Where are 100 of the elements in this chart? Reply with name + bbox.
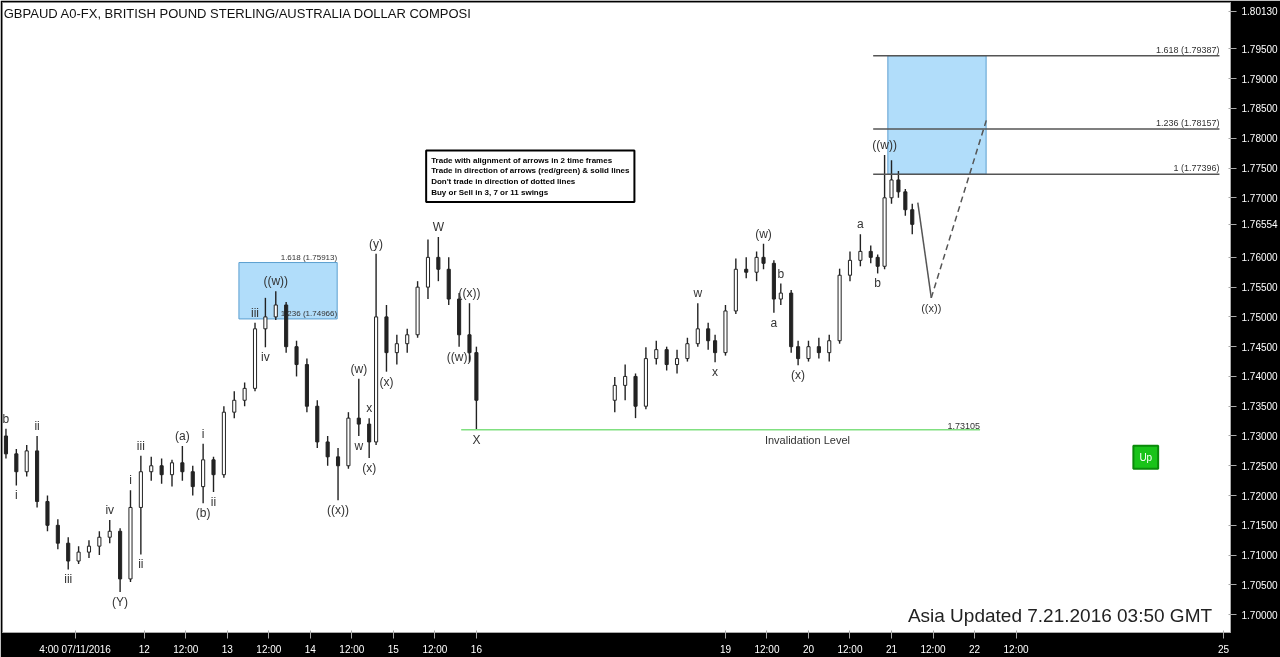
annotation: b <box>777 266 785 281</box>
y-tick-label: 1.79000 <box>1241 73 1279 85</box>
y-tick-label: 1.71000 <box>1241 550 1279 562</box>
y-tick-label: 1.72000 <box>1241 490 1279 502</box>
annotation: 1.236 (1.78157) <box>1155 117 1220 128</box>
candlestick <box>754 250 759 282</box>
candlestick <box>713 334 718 363</box>
annotation: Asia Updated 7.21.2016 03:50 GMT <box>907 605 1213 627</box>
y-tick-label: 1.70000 <box>1241 609 1279 621</box>
annotation: 1.618 (1.79387) <box>1155 44 1220 55</box>
x-tick-label: 12:00 <box>173 643 199 655</box>
candlestick <box>816 337 821 360</box>
annotation: 1.618 (1.75913) <box>280 252 338 262</box>
candlestick <box>654 340 659 366</box>
candlestick <box>706 322 711 351</box>
candlestick <box>169 459 175 488</box>
y-tick-label: 1.79500 <box>1241 43 1279 55</box>
candlestick <box>896 170 901 199</box>
candlestick <box>294 340 299 378</box>
annotation: Invalidation Level <box>764 433 850 446</box>
annotation: b <box>874 276 882 291</box>
annotation: (x) <box>791 368 806 383</box>
candlestick <box>436 236 441 282</box>
x-tick-label: 12:00 <box>256 643 282 655</box>
candlestick <box>66 536 71 571</box>
candlestick <box>910 203 915 235</box>
x-tick-label: 22 <box>968 643 981 655</box>
annotation: Trade with alignment of arrows in 2 time frames Trade in direction of arrows (red/green) & solid lines Don't trade in direction of dotted lines Buy or Sell in 3, 7 or 11 swings <box>431 155 630 197</box>
candlestick <box>14 448 19 487</box>
candlestick <box>325 435 330 467</box>
annotation: a <box>857 217 865 232</box>
annotation: X <box>472 432 481 447</box>
chart-title: GBPAUD A0-FX, BRITISH POUND STERLING/AUSTRALIA DOLLAR COMPOSI <box>3 5 471 21</box>
annotation: w <box>692 286 703 301</box>
annotation: (Y) <box>112 595 129 610</box>
x-tick-label: 20 <box>802 643 815 655</box>
annotation: 1 (1.77396) <box>1173 163 1220 174</box>
candlestick <box>3 428 9 460</box>
candlestick <box>858 233 863 267</box>
annotation: ii <box>210 494 217 509</box>
candlestick <box>211 456 216 493</box>
y-tick-label: 1.70500 <box>1241 579 1279 591</box>
candlestick <box>356 378 361 437</box>
candlestick <box>612 376 617 413</box>
candlestick <box>744 256 749 279</box>
x-tick-label: 19 <box>719 643 732 655</box>
x-tick-label: 12:00 <box>422 643 448 655</box>
candlestick <box>405 328 410 354</box>
x-tick-label: 12:00 <box>920 643 946 655</box>
annotation: x <box>712 365 719 380</box>
candlestick <box>149 456 154 482</box>
candlestick <box>685 337 690 363</box>
annotation: iv <box>261 350 270 365</box>
annotation: ii <box>138 557 144 572</box>
x-tick-label: 13 <box>221 643 234 655</box>
x-tick-label: 12:00 <box>1003 643 1029 655</box>
annotation: i <box>15 488 18 503</box>
annotation: ((x)) <box>921 301 942 314</box>
candlestick <box>695 302 700 348</box>
y-tick-label: 1.76554 <box>1241 219 1279 231</box>
y-tick-label: 1.71500 <box>1241 520 1279 532</box>
annotation: i <box>129 473 132 488</box>
candlestick <box>273 290 278 321</box>
y-tick-label: 1.75500 <box>1241 282 1279 294</box>
x-tick-label: 21 <box>885 643 898 655</box>
x-tick-label: 4:00 07/11/2016 <box>39 643 112 655</box>
x-tick-label: 12:00 <box>837 643 863 655</box>
candlestick <box>674 348 680 375</box>
annotation: (x) <box>379 374 394 389</box>
y-tick-label: 1.77500 <box>1241 163 1279 175</box>
y-tick-label: 1.72500 <box>1241 460 1279 472</box>
annotation: ((w)) <box>263 274 289 289</box>
annotation: 1.73105 <box>947 420 981 431</box>
y-tick-label: 1.77000 <box>1241 192 1279 204</box>
candlestick <box>107 519 112 544</box>
y-tick-label: 1.80130 <box>1241 6 1279 18</box>
annotation: (a) <box>175 429 190 444</box>
annotation: i <box>201 426 205 441</box>
y-tick-label: 1.74000 <box>1241 371 1279 383</box>
annotation: Up <box>1139 451 1153 463</box>
candlestick <box>159 457 164 485</box>
annotation: iii <box>64 572 73 587</box>
candlestick <box>796 340 801 366</box>
candlestick <box>827 334 832 363</box>
y-tick-label: 1.75000 <box>1241 311 1279 323</box>
annotation: W <box>432 220 445 235</box>
candlestick <box>45 494 50 532</box>
annotation: iii <box>136 438 145 453</box>
annotation: ((x)) <box>458 286 481 301</box>
y-tick-label: 1.73500 <box>1241 401 1279 413</box>
candlestick <box>97 530 102 556</box>
candlestick <box>55 518 60 550</box>
candlestick <box>335 447 341 502</box>
candlestick <box>24 444 29 478</box>
y-tick-label: 1.78000 <box>1241 133 1279 145</box>
candlestick <box>394 334 399 366</box>
x-tick-label: 15 <box>387 643 400 655</box>
y-tick-label: 1.78500 <box>1241 103 1279 115</box>
annotation: iii <box>251 305 260 320</box>
annotation: (w) <box>755 226 772 241</box>
